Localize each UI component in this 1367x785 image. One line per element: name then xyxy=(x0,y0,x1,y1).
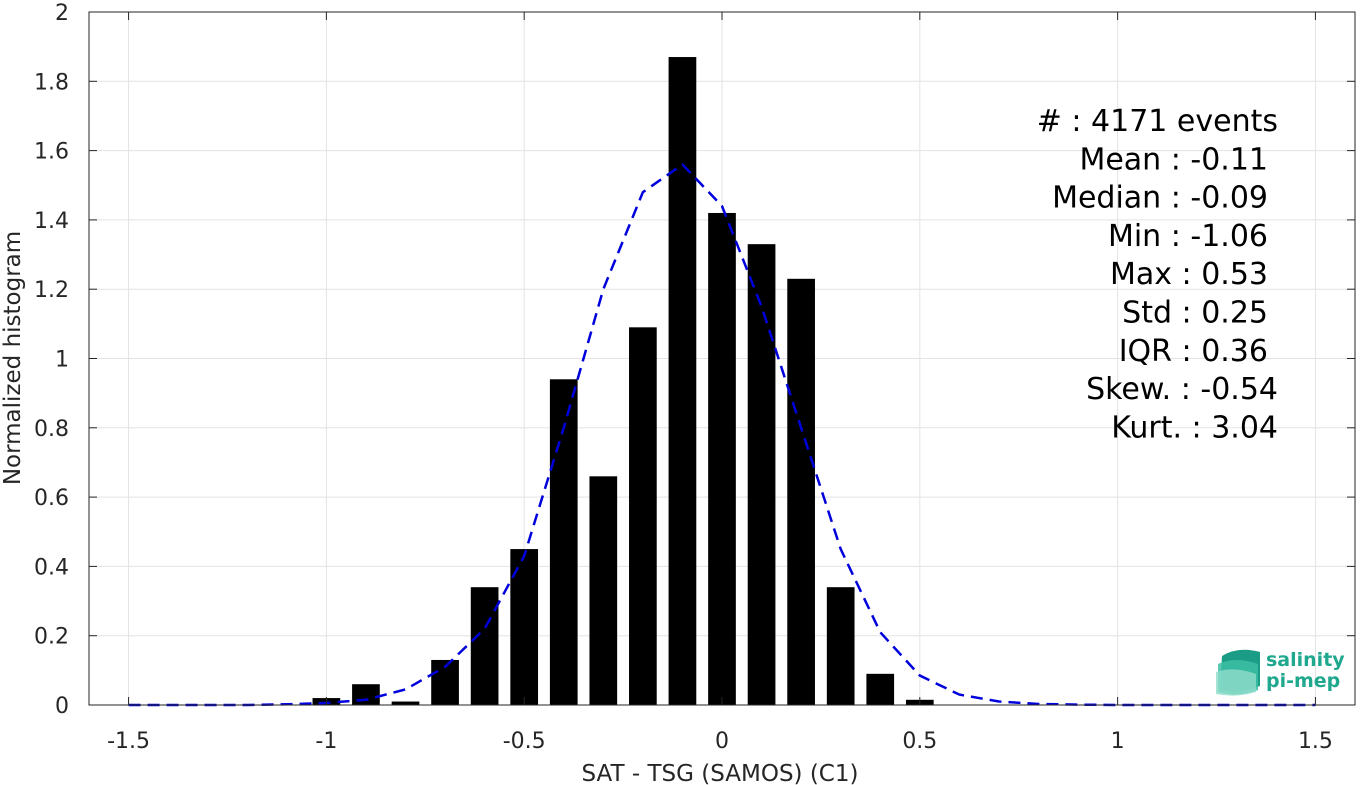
histogram-bars xyxy=(312,57,934,706)
x-tick-label: -1 xyxy=(315,729,337,754)
stat-line: Median : -0.09 xyxy=(1052,181,1268,216)
x-tick-label: 0 xyxy=(715,729,729,754)
y-tick-label: 0.2 xyxy=(34,625,69,650)
histogram-bar xyxy=(747,244,776,705)
y-tick-label: 0.6 xyxy=(34,486,69,511)
y-axis-ticks: 0 0.2 0.4 0.6 0.8 1 1.2 1.4 1.6 1.8 2 xyxy=(34,1,1355,719)
y-tick-label: 0.8 xyxy=(34,417,69,442)
stat-line: Skew. : -0.54 xyxy=(1086,372,1278,407)
y-tick-label: 1.6 xyxy=(34,140,69,165)
x-tick-label: 1 xyxy=(1111,729,1125,754)
stat-line: Min : -1.06 xyxy=(1108,219,1268,254)
stat-line: Mean : -0.11 xyxy=(1079,142,1268,177)
histogram-bar xyxy=(589,476,618,705)
histogram-bar xyxy=(866,673,895,705)
x-tick-label: -1.5 xyxy=(107,729,150,754)
stat-line: Kurt. : 3.04 xyxy=(1111,410,1278,445)
y-tick-label: 1.2 xyxy=(34,278,69,303)
stat-line: Std : 0.25 xyxy=(1122,296,1268,331)
y-tick-label: 1.8 xyxy=(34,70,69,95)
salinity-pi-mep-logo: salinity pi-mep xyxy=(1216,649,1345,696)
y-tick-label: 2 xyxy=(55,1,69,26)
histogram-bar xyxy=(826,587,855,705)
x-axis-title: SAT - TSG (SAMOS) (C1) xyxy=(582,761,859,785)
histogram-bar xyxy=(470,587,499,705)
y-tick-label: 0 xyxy=(55,694,69,719)
y-tick-label: 1.4 xyxy=(34,209,69,234)
x-tick-label: -0.5 xyxy=(503,729,546,754)
stat-line: IQR : 0.36 xyxy=(1119,334,1268,369)
logo-text-line1: salinity xyxy=(1266,649,1345,671)
stat-line: # : 4171 events xyxy=(1037,104,1278,139)
histogram-bar xyxy=(352,684,380,705)
histogram-bar xyxy=(629,327,657,705)
y-axis-title: Normalized histogram xyxy=(0,231,26,485)
histogram-bar xyxy=(668,57,697,706)
logo-text-line2: pi-mep xyxy=(1266,670,1340,692)
histogram-bar xyxy=(708,212,736,705)
y-tick-label: 1 xyxy=(55,348,69,373)
x-axis-ticks: -1.5 -1 -0.5 0 0.5 1 1.5 xyxy=(107,12,1333,754)
x-tick-label: 1.5 xyxy=(1298,729,1333,754)
histogram-bar xyxy=(391,701,420,705)
x-tick-label: 0.5 xyxy=(902,729,937,754)
y-tick-label: 0.4 xyxy=(34,555,69,580)
wave-logo-icon xyxy=(1216,649,1260,696)
histogram-bar xyxy=(549,379,578,705)
stat-line: Max : 0.53 xyxy=(1110,257,1268,292)
histogram-bar xyxy=(787,278,815,705)
